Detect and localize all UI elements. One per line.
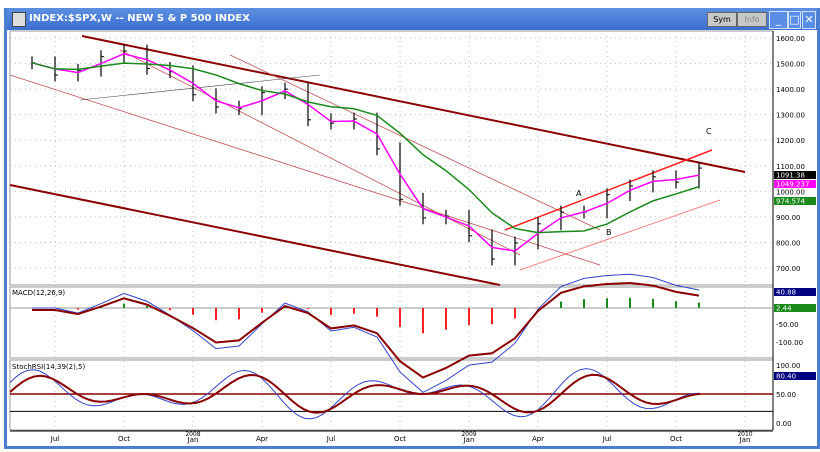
x-tick-label: Jul bbox=[326, 435, 336, 443]
macd-signal-box: 2.44 bbox=[776, 305, 792, 313]
macd-signal-box-bg bbox=[774, 304, 816, 312]
macd-tick-label: -50.00 bbox=[776, 321, 799, 329]
annotation-label: B bbox=[606, 228, 612, 237]
x-tick-label: Apr bbox=[532, 435, 544, 443]
macd-value-box-bg bbox=[774, 288, 816, 296]
annotation-label: C bbox=[706, 127, 712, 136]
macd-line bbox=[32, 273, 700, 394]
ma-fast-value-box-bg bbox=[774, 180, 816, 188]
x-tick-label: Jan bbox=[739, 436, 751, 444]
x-tick-label: Oct bbox=[118, 435, 130, 443]
ma-slow-value-box: 974.574 bbox=[776, 198, 805, 206]
stochrsi-tick-label: 50.00 bbox=[776, 391, 796, 399]
info-button[interactable]: Info bbox=[737, 12, 767, 27]
x-tick-year: 2010 bbox=[737, 431, 752, 438]
price-value-box-bg bbox=[774, 171, 816, 179]
y-tick-label: 1300.00 bbox=[776, 112, 805, 120]
y-tick-label: 1500.00 bbox=[776, 61, 805, 69]
macd-label: MACD(12,26,9) bbox=[12, 289, 65, 297]
y-tick-label: 1000.00 bbox=[776, 188, 805, 196]
minimize-button[interactable]: _ bbox=[769, 11, 788, 29]
close-button[interactable]: ✕ bbox=[802, 11, 816, 29]
annotation-label: A bbox=[576, 189, 582, 198]
stochrsi-tick-label: 0.00 bbox=[776, 420, 792, 428]
chart-window: INDEX:$SPX,W -- NEW S & P 500 INDEX Sym … bbox=[4, 8, 820, 449]
panel-frame-2 bbox=[9, 359, 774, 431]
trendline bbox=[81, 35, 746, 173]
sym-button[interactable]: Sym bbox=[707, 12, 737, 27]
stochrsi-label: StochRSI(14,39(2),5) bbox=[12, 363, 85, 371]
ma-slow-value-box-bg bbox=[774, 197, 816, 205]
macd-value-box: 40.88 bbox=[776, 289, 796, 297]
x-tick-label: Oct bbox=[394, 435, 406, 443]
y-tick-label: 900.00 bbox=[776, 214, 801, 222]
window-title: INDEX:$SPX,W -- NEW S & P 500 INDEX bbox=[29, 13, 250, 24]
trendline bbox=[504, 149, 713, 231]
stochrsi-tick-label: 100.00 bbox=[776, 362, 801, 370]
price-value-box: 1091.38 bbox=[776, 172, 805, 180]
macd-signal-line bbox=[32, 281, 700, 379]
trendline bbox=[79, 74, 321, 101]
stochrsi-value-box: 80.40 bbox=[776, 373, 796, 381]
x-tick-year: 2008 bbox=[185, 431, 200, 438]
y-tick-label: 1600.00 bbox=[776, 35, 805, 43]
y-tick-label: 1400.00 bbox=[776, 86, 805, 94]
x-tick-label: Apr bbox=[256, 435, 268, 443]
x-tick-label: Jan bbox=[463, 436, 475, 444]
y-tick-label: 800.00 bbox=[776, 239, 801, 247]
title-bar: INDEX:$SPX,W -- NEW S & P 500 INDEX Sym … bbox=[7, 8, 817, 30]
x-tick-year: 2009 bbox=[461, 431, 476, 438]
y-tick-label: 1200.00 bbox=[776, 137, 805, 145]
stochrsi-value-box-bg bbox=[774, 372, 816, 380]
x-tick-label: Jul bbox=[50, 435, 60, 443]
trendline bbox=[9, 74, 601, 266]
y-tick-label: 700.00 bbox=[776, 265, 801, 273]
ma-fast-value-box: 1049.237 bbox=[776, 181, 809, 189]
ma-slow-line bbox=[31, 62, 700, 234]
trendline bbox=[9, 184, 501, 286]
ma-fast-line bbox=[31, 53, 700, 252]
x-tick-label: Jan bbox=[187, 436, 199, 444]
app-icon bbox=[12, 12, 26, 27]
macd-tick-label: -100.00 bbox=[776, 339, 803, 347]
x-tick-label: Jul bbox=[602, 435, 612, 443]
y-tick-label: 1100.00 bbox=[776, 163, 805, 171]
trendline bbox=[119, 49, 521, 256]
maximize-button[interactable]: □ bbox=[788, 11, 801, 29]
trendline bbox=[229, 54, 601, 231]
trendline bbox=[519, 199, 721, 271]
x-tick-label: Oct bbox=[670, 435, 682, 443]
stochrsi-d-line bbox=[9, 373, 701, 414]
